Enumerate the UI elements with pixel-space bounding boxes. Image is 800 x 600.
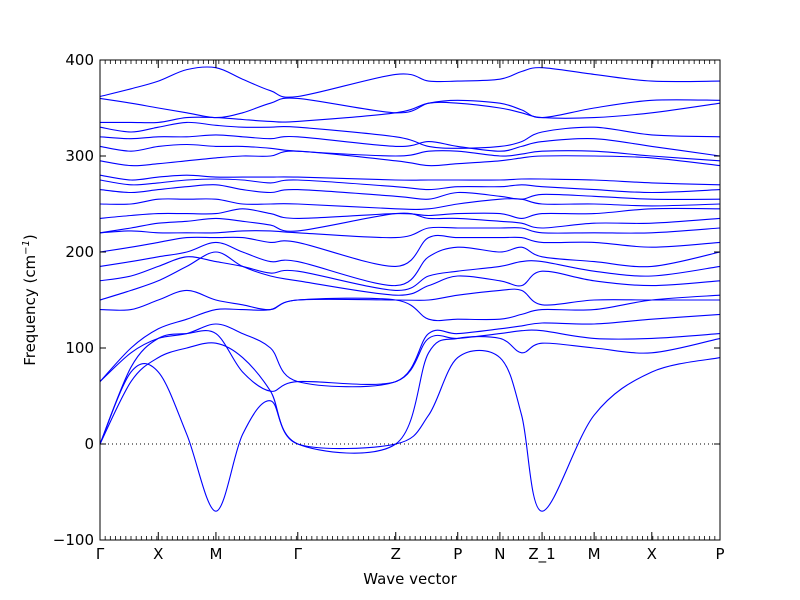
x-tick-label: Γ: [294, 545, 303, 563]
y-axis-title: Frequency (cm−1): [21, 234, 39, 366]
band-line: [99, 241, 721, 287]
band-line: [99, 97, 721, 119]
band-line: [99, 66, 721, 98]
x-tick-label: X: [647, 545, 657, 563]
y-axis-title-exponent: −1: [21, 240, 32, 255]
band-line: [99, 184, 721, 200]
x-tick-label: Γ: [96, 545, 105, 563]
x-axis-title: Wave vector: [363, 570, 457, 588]
band-line: [99, 121, 721, 149]
x-tick-label: P: [453, 545, 462, 563]
x-tick-label: X: [153, 545, 163, 563]
y-tick-label: 0: [84, 435, 94, 453]
y-tick-label: −100: [53, 531, 94, 549]
x-tick-label: P: [715, 545, 724, 563]
y-tick-label: 100: [65, 339, 94, 357]
x-tick-label: N: [494, 545, 505, 563]
band-line: [99, 207, 721, 219]
x-tick-label: Z: [391, 545, 401, 563]
y-tick-label: 400: [65, 51, 94, 69]
band-line: [99, 234, 721, 267]
y-axis-title-main: Frequency (cm: [21, 255, 39, 366]
y-axis-ticks: −100 0 100 200 300 400: [53, 51, 720, 549]
band-line: [99, 336, 721, 454]
band-line: [99, 150, 721, 167]
band-line: [99, 313, 721, 388]
y-tick-label: 200: [65, 243, 94, 261]
band-line: [99, 198, 721, 210]
band-line: [99, 143, 721, 162]
y-tick-label: 300: [65, 147, 94, 165]
band-lines: [99, 66, 721, 512]
y-axis-title-close: ): [21, 234, 39, 240]
band-line: [99, 178, 721, 194]
band-line: [99, 134, 721, 157]
x-tick-label: M: [209, 545, 222, 563]
band-line: [99, 174, 721, 186]
band-line: [99, 288, 720, 311]
x-tick-label: Z_1: [528, 545, 555, 564]
band-line: [99, 226, 721, 239]
band-line: [99, 251, 721, 301]
band-line: [99, 256, 721, 291]
x-axis-ticks: Γ X M Γ Z P N Z_1 M X P: [96, 60, 725, 564]
x-tick-label: M: [588, 545, 601, 563]
